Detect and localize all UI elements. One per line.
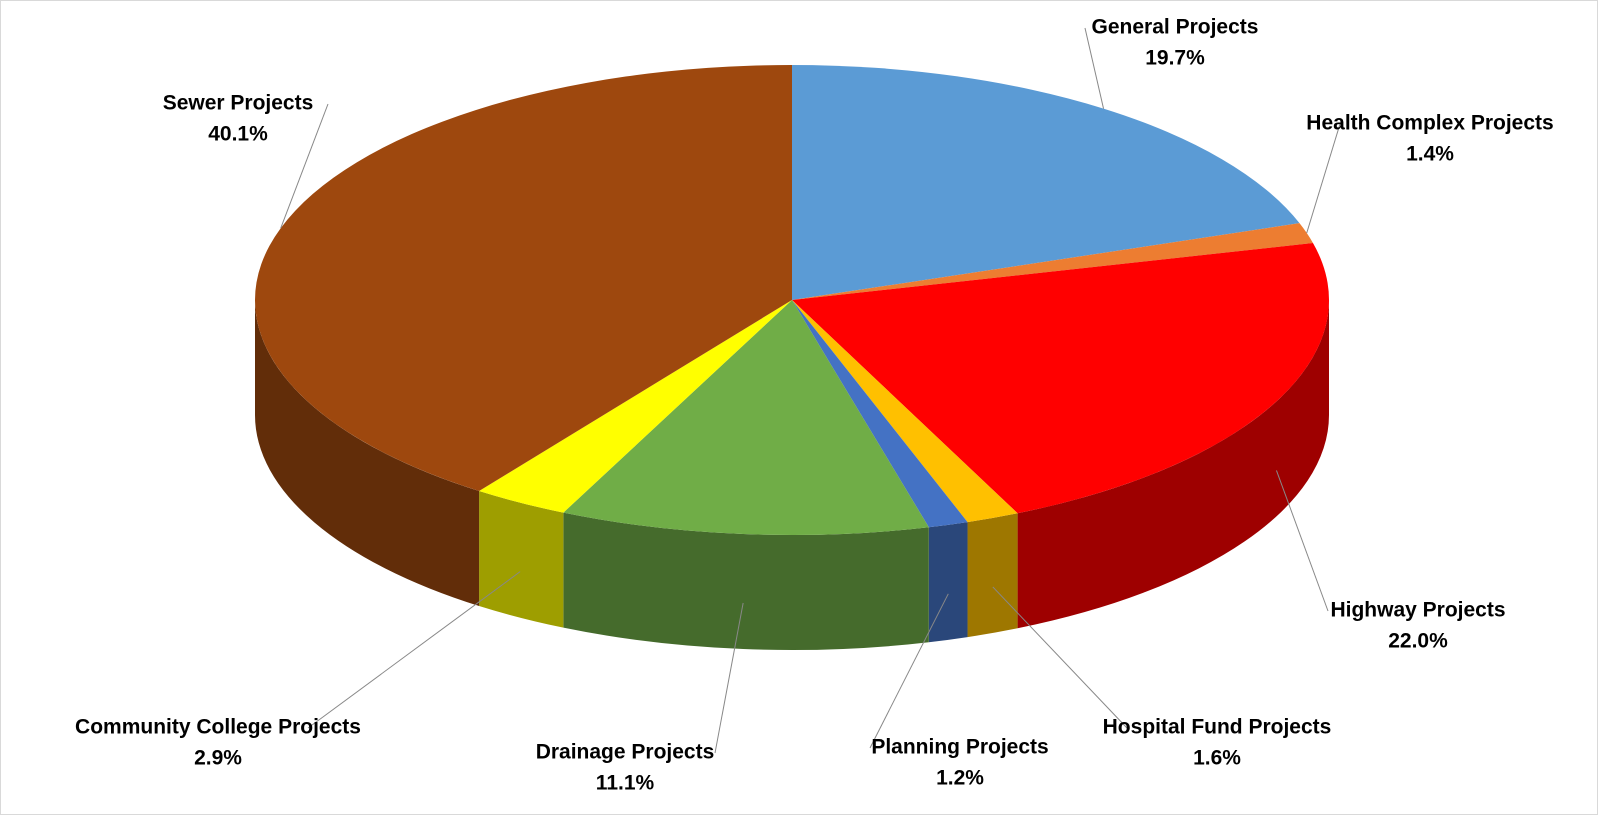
pie-slice — [792, 223, 1313, 300]
pie-slice-side — [563, 512, 929, 650]
leader-line — [869, 593, 949, 749]
pie-slice-side — [479, 490, 564, 628]
pie-slice-side — [967, 513, 1018, 638]
data-label-value: 2.9% — [194, 747, 242, 770]
data-label-name: Sewer Projects — [163, 92, 314, 115]
data-label-value: 1.4% — [1406, 143, 1454, 166]
leader-line — [992, 586, 1128, 729]
data-label-name: Drainage Projects — [536, 741, 715, 764]
pie-slice — [792, 65, 1300, 300]
data-label-value: 1.2% — [936, 767, 984, 790]
leader-line — [1306, 123, 1341, 234]
leader-line — [1275, 470, 1329, 612]
data-label-name: Hospital Fund Projects — [1103, 716, 1332, 739]
pie-slice — [792, 300, 1018, 523]
data-label-name: Highway Projects — [1330, 599, 1505, 622]
pie-slice — [563, 300, 929, 535]
pie-slice-side — [928, 522, 968, 643]
pie-slice — [479, 300, 792, 513]
data-label-value: 11.1% — [596, 772, 655, 795]
data-label-value: 1.6% — [1193, 747, 1241, 770]
pie-slice-side — [1017, 300, 1329, 629]
leader-line — [307, 571, 521, 729]
leader-line — [1084, 27, 1105, 109]
data-label-name: General Projects — [1092, 16, 1259, 39]
data-label-value: 40.1% — [208, 123, 268, 146]
data-label-value: 22.0% — [1388, 630, 1448, 653]
pie-slice — [792, 242, 1330, 514]
pie-slice — [792, 300, 968, 528]
pie-slice — [254, 65, 792, 491]
data-label-name: Community College Projects — [75, 716, 361, 739]
pie-slice-side — [255, 300, 480, 606]
leader-line — [714, 602, 744, 754]
data-label-name: Planning Projects — [871, 736, 1048, 759]
leader-line — [280, 103, 329, 229]
data-label-value: 19.7% — [1145, 47, 1205, 70]
data-label-name: Health Complex Projects — [1306, 112, 1553, 135]
